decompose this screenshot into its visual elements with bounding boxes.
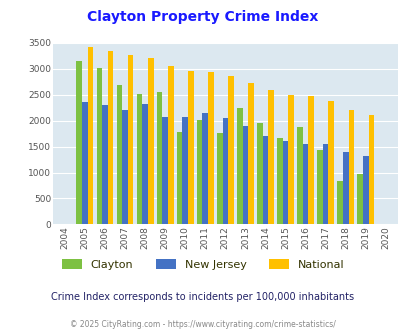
Bar bbox=[87, 47, 93, 224]
Bar bbox=[207, 73, 213, 224]
Legend: Clayton, New Jersey, National: Clayton, New Jersey, National bbox=[57, 255, 348, 274]
Bar bbox=[322, 144, 328, 224]
Bar bbox=[142, 104, 147, 224]
Bar bbox=[368, 115, 373, 224]
Bar bbox=[247, 83, 253, 224]
Bar bbox=[188, 71, 193, 224]
Bar bbox=[202, 113, 208, 224]
Bar bbox=[156, 92, 162, 224]
Bar bbox=[128, 55, 133, 224]
Bar bbox=[182, 116, 188, 224]
Bar bbox=[242, 126, 247, 224]
Bar bbox=[196, 120, 202, 224]
Bar bbox=[82, 102, 87, 224]
Bar bbox=[356, 174, 362, 224]
Bar bbox=[296, 127, 302, 224]
Bar bbox=[136, 94, 142, 224]
Text: © 2025 CityRating.com - https://www.cityrating.com/crime-statistics/: © 2025 CityRating.com - https://www.city… bbox=[70, 320, 335, 329]
Text: Clayton Property Crime Index: Clayton Property Crime Index bbox=[87, 10, 318, 24]
Bar bbox=[268, 90, 273, 224]
Bar bbox=[328, 101, 333, 224]
Bar bbox=[147, 58, 153, 224]
Bar bbox=[276, 138, 282, 224]
Bar bbox=[362, 156, 368, 224]
Bar bbox=[316, 150, 322, 224]
Bar bbox=[256, 123, 262, 224]
Bar bbox=[342, 152, 347, 224]
Bar bbox=[347, 110, 353, 224]
Bar bbox=[262, 136, 268, 224]
Bar bbox=[176, 132, 182, 224]
Bar bbox=[222, 118, 228, 224]
Bar bbox=[168, 66, 173, 224]
Bar bbox=[308, 96, 313, 224]
Bar bbox=[237, 108, 242, 224]
Bar bbox=[228, 76, 233, 224]
Bar bbox=[162, 116, 168, 224]
Text: Crime Index corresponds to incidents per 100,000 inhabitants: Crime Index corresponds to incidents per… bbox=[51, 292, 354, 302]
Bar bbox=[288, 95, 293, 224]
Bar bbox=[216, 133, 222, 224]
Bar bbox=[107, 51, 113, 224]
Bar bbox=[282, 141, 288, 224]
Bar bbox=[76, 61, 82, 224]
Bar bbox=[302, 144, 308, 224]
Bar bbox=[116, 85, 122, 224]
Bar bbox=[96, 68, 102, 224]
Bar bbox=[337, 182, 342, 224]
Bar bbox=[102, 105, 107, 224]
Bar bbox=[122, 110, 128, 224]
